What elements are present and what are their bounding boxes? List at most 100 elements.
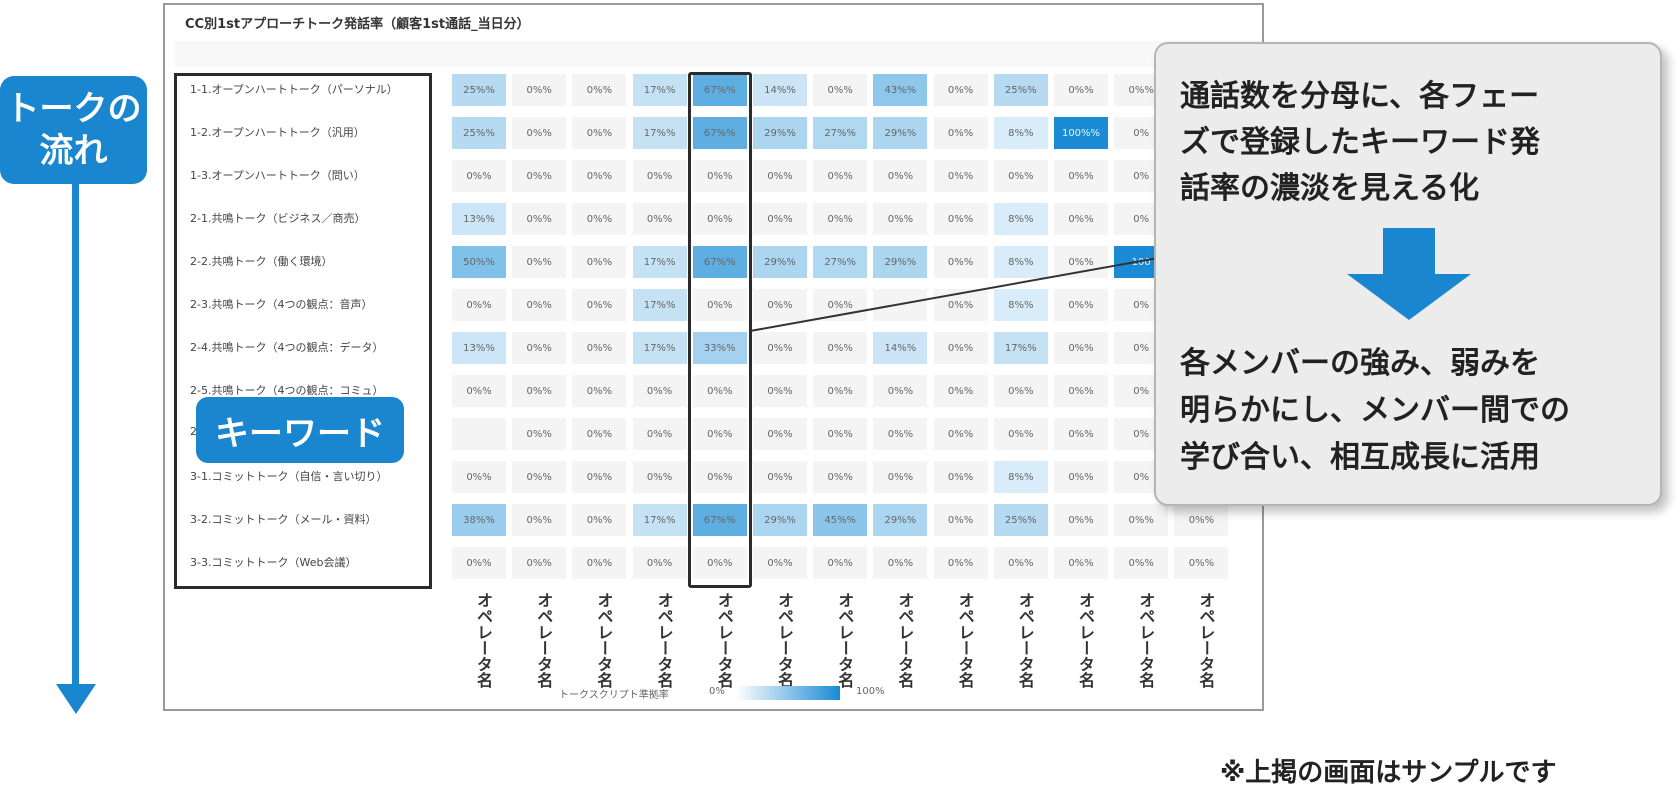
heatmap-cell: 67%% bbox=[691, 116, 748, 150]
heatmap-cell: 0%% bbox=[752, 374, 808, 408]
heatmap-cell: 0%% bbox=[1053, 288, 1109, 322]
heatmap-cell: 0%% bbox=[571, 116, 628, 150]
heatmap-cell: 0%% bbox=[872, 546, 929, 580]
heatmap-cell: 0%% bbox=[691, 460, 748, 494]
column-label-operator: オペレータ名 bbox=[1196, 592, 1216, 688]
heatmap-cell: 17%% bbox=[631, 503, 688, 537]
heatmap-cell: 50%% bbox=[451, 245, 507, 279]
column-label-operator: オペレータ名 bbox=[955, 592, 975, 688]
header-band bbox=[175, 41, 1260, 67]
heatmap-cell: 0%% bbox=[932, 159, 989, 193]
heatmap-cell: 0%% bbox=[812, 374, 869, 408]
heatmap-cell: 8%% bbox=[992, 116, 1049, 150]
heatmap-cell: 8%% bbox=[992, 460, 1049, 494]
arrow-down-icon bbox=[56, 684, 96, 714]
column-label-operator: オペレータ名 bbox=[534, 592, 554, 688]
heatmap-cell: 0%% bbox=[1053, 202, 1109, 236]
heatmap-cell: 0%% bbox=[451, 374, 507, 408]
column-label-operator: オペレータ名 bbox=[895, 592, 915, 688]
row-label: 2-2.共鳴トーク（働く環境） bbox=[190, 255, 333, 268]
heatmap-cell: 0%% bbox=[511, 331, 568, 365]
heatmap-cell: 0%% bbox=[511, 245, 568, 279]
heatmap-cell: 0%% bbox=[1053, 245, 1109, 279]
heatmap-cell: 0%% bbox=[511, 116, 568, 150]
heatmap-cell: 0%% bbox=[812, 73, 869, 107]
heatmap-cell: 0%% bbox=[992, 546, 1049, 580]
heatmap-cell: 0%% bbox=[451, 159, 507, 193]
column-label-operator: オペレータ名 bbox=[1136, 592, 1156, 688]
flow-label: トークの 流れ bbox=[0, 76, 147, 184]
heatmap-cell: 0%% bbox=[1053, 546, 1109, 580]
heatmap-cell: 0%% bbox=[1053, 73, 1109, 107]
heatmap-cell: 29%% bbox=[752, 116, 808, 150]
row-label: 3-1.コミットトーク（自信・言い切り） bbox=[190, 470, 388, 483]
heatmap-cell: 0%% bbox=[571, 73, 628, 107]
heatmap-cell: 0%% bbox=[571, 374, 628, 408]
heatmap-cell: 0%% bbox=[511, 374, 568, 408]
column-label-operator: オペレータ名 bbox=[1076, 592, 1095, 688]
heatmap-cell: 29%% bbox=[752, 503, 808, 537]
heatmap-cell: 17%% bbox=[631, 116, 688, 150]
flow-arrow-line bbox=[72, 184, 79, 684]
heatmap-cell: 0%% bbox=[691, 288, 748, 322]
heatmap-cell: 0%% bbox=[992, 159, 1049, 193]
heatmap-cell: 0%% bbox=[932, 417, 989, 451]
row-label: 3-3.コミットトーク（Web会議） bbox=[190, 556, 357, 569]
legend-gradient bbox=[736, 686, 840, 700]
heatmap-cell: 0%% bbox=[812, 546, 869, 580]
heatmap-cell: 14%% bbox=[872, 331, 929, 365]
heatmap-cell: 0%% bbox=[571, 288, 628, 322]
heatmap-cell: 0%% bbox=[932, 460, 989, 494]
heatmap-cell: 67%% bbox=[691, 503, 748, 537]
heatmap-cell: 0%% bbox=[812, 288, 869, 322]
heatmap-cell: 0%% bbox=[631, 546, 688, 580]
heatmap-cell: 0%% bbox=[872, 202, 929, 236]
heatmap-cell: 0%% bbox=[932, 374, 989, 408]
heatmap-cell: 0%% bbox=[812, 159, 869, 193]
heatmap-cell: 0%% bbox=[932, 503, 989, 537]
column-label-operator: オペレータ名 bbox=[835, 592, 855, 688]
heatmap-cell: 0%% bbox=[932, 116, 989, 150]
heatmap-cell: 0%% bbox=[511, 73, 568, 107]
legend-max: 100% bbox=[856, 686, 885, 697]
heatmap-cell: 25%% bbox=[992, 73, 1049, 107]
heatmap-cell: 0%% bbox=[812, 417, 869, 451]
heatmap-cell: 0%% bbox=[1053, 460, 1109, 494]
row-label: 1-1.オープンハートトーク（パーソナル） bbox=[190, 83, 398, 96]
sample-note: ※上掲の画面はサンプルです bbox=[1220, 758, 1557, 788]
heatmap-cell: 8%% bbox=[992, 288, 1049, 322]
heatmap-cell: 17%% bbox=[631, 331, 688, 365]
legend-label: トークスクリプト準拠率 bbox=[559, 690, 669, 701]
row-label: 1-3.オープンハートトーク（問い） bbox=[190, 169, 365, 182]
heatmap-cell: 0%% bbox=[872, 417, 929, 451]
heatmap-cell: 0%% bbox=[631, 417, 688, 451]
arrow-down-icon bbox=[1347, 228, 1471, 320]
heatmap-cell: 0%% bbox=[752, 159, 808, 193]
heatmap-cell: 0%% bbox=[872, 374, 929, 408]
heatmap-cell: 0%% bbox=[691, 374, 748, 408]
heatmap-cell: 0%% bbox=[571, 159, 628, 193]
heatmap-cell: 17%% bbox=[631, 245, 688, 279]
heatmap-cell: 0%% bbox=[812, 202, 869, 236]
row-label: 2-3.共鳴トーク（4つの観点：音声） bbox=[190, 298, 373, 311]
heatmap-cell: 17%% bbox=[992, 331, 1049, 365]
column-label-operator: オペレータ名 bbox=[594, 592, 614, 688]
heatmap-cell: 0%% bbox=[511, 460, 568, 494]
heatmap-cell: 0%% bbox=[1113, 503, 1170, 537]
heatmap-cell: 0%% bbox=[511, 159, 568, 193]
row-label: 2-1.共鳴トーク（ビジネス／商売） bbox=[190, 212, 366, 225]
heatmap-cell: 13%% bbox=[451, 202, 507, 236]
heatmap-cell: 0%% bbox=[752, 331, 808, 365]
column-label-operator: オペレータ名 bbox=[775, 592, 794, 688]
keyword-badge: キーワード bbox=[196, 397, 404, 463]
heatmap-cell: 0%% bbox=[631, 374, 688, 408]
heatmap-cell: 43%% bbox=[872, 73, 929, 107]
heatmap-cell: 0%% bbox=[1053, 331, 1109, 365]
heatmap-cell: 0%% bbox=[932, 245, 989, 279]
heatmap-cell: 0%% bbox=[571, 460, 628, 494]
callout-text-top: 通話数を分母に、各フェー ズで登録したキーワード発 話率の濃淡を見える化 bbox=[1180, 79, 1540, 206]
heatmap-cell: 14%% bbox=[752, 73, 808, 107]
heatmap-cell: 0%% bbox=[511, 503, 568, 537]
heatmap-cell: 0%% bbox=[1053, 374, 1109, 408]
